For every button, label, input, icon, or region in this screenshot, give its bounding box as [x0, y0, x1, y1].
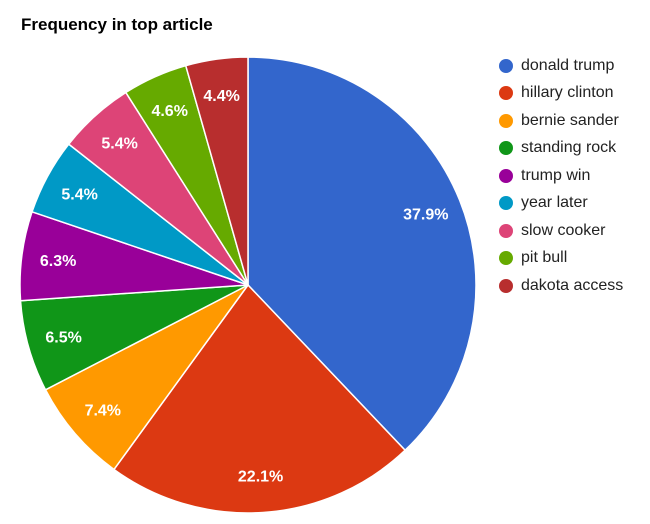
slice-value-label-bernie-sander: 7.4%	[85, 402, 121, 419]
legend-label: donald trump	[521, 56, 615, 74]
slice-value-label-trump-win: 6.3%	[40, 253, 76, 270]
legend-label: year later	[521, 194, 588, 212]
slice-value-label-slow-cooker: 5.4%	[101, 136, 137, 153]
slice-value-label-dakota-access: 4.4%	[203, 88, 239, 105]
legend-item-year-later: year later	[499, 190, 623, 218]
legend-color-dot-icon	[499, 58, 513, 73]
legend-item-pit-bull: pit bull	[499, 245, 623, 273]
legend-label: hillary clinton	[521, 84, 614, 102]
pie-slice-donald-trump[interactable]	[247, 56, 477, 451]
slice-value-label-standing-rock: 6.5%	[45, 329, 81, 346]
legend-color-dot-icon	[499, 196, 513, 211]
slice-value-label-hillary-clinton: 22.1%	[238, 469, 283, 486]
legend-item-standing-rock: standing rock	[499, 135, 623, 163]
pie-slice-dakota-access[interactable]	[185, 56, 249, 286]
legend-item-trump-win: trump win	[499, 162, 623, 190]
legend-item-slow-cooker: slow cooker	[499, 217, 623, 245]
legend-color-dot-icon	[499, 113, 513, 128]
chart-legend: donald trump hillary clinton bernie sander…	[499, 52, 623, 300]
slice-value-label-year-later: 5.4%	[61, 186, 97, 203]
legend-label: trump win	[521, 166, 591, 184]
legend-color-dot-icon	[499, 251, 513, 266]
legend-color-dot-icon	[499, 278, 513, 293]
slice-value-label-donald-trump: 37.9%	[403, 207, 448, 224]
legend-item-hillary-clinton: hillary clinton	[499, 80, 623, 108]
legend-item-donald-trump: donald trump	[499, 52, 623, 80]
legend-label: standing rock	[521, 139, 617, 157]
legend-label: pit bull	[521, 249, 568, 267]
legend-label: bernie sander	[521, 111, 619, 129]
legend-color-dot-icon	[499, 86, 513, 101]
pie-slice-hillary-clinton[interactable]	[113, 284, 406, 514]
legend-color-dot-icon	[499, 223, 513, 238]
legend-label: slow cooker	[521, 221, 606, 239]
legend-color-dot-icon	[499, 141, 513, 156]
legend-label: dakota access	[521, 276, 624, 294]
pie-slice-bernie-sander[interactable]	[44, 284, 249, 471]
chart-title: Frequency in top article	[21, 15, 213, 34]
slice-value-label-pit-bull: 4.6%	[151, 103, 187, 120]
legend-item-dakota-access: dakota access	[499, 272, 623, 300]
legend-item-bernie-sander: bernie sander	[499, 107, 623, 135]
legend-color-dot-icon	[499, 168, 513, 183]
